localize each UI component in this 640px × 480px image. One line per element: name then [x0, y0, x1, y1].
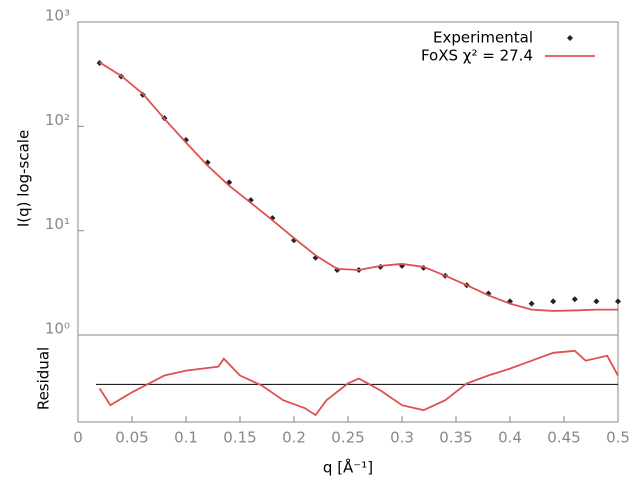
y-axis-label: Residual — [35, 347, 53, 410]
legend-label: Experimental — [433, 29, 533, 47]
x-tick-label: 0.4 — [498, 429, 522, 447]
y-axis-label: I(q) log-scale — [15, 130, 33, 227]
data-line — [99, 61, 618, 312]
data-line — [98, 349, 619, 417]
y-tick-label: 10¹ — [45, 215, 70, 233]
x-tick-label: 0.45 — [547, 429, 580, 447]
data-point — [528, 300, 535, 307]
x-tick-label: 0.5 — [606, 429, 630, 447]
y-tick-label: 10⁰ — [45, 320, 70, 338]
legend-label: FoXS χ² = 27.4 — [421, 47, 533, 65]
data-point — [571, 296, 578, 303]
x-tick-label: 0.25 — [331, 429, 364, 447]
x-tick-label: 0.3 — [390, 429, 414, 447]
x-tick-label: 0.15 — [223, 429, 256, 447]
x-tick-label: 0.35 — [439, 429, 472, 447]
legend-marker — [567, 35, 573, 41]
y-tick-label: 10³ — [45, 7, 70, 25]
x-tick-label: 0.05 — [115, 429, 148, 447]
y-tick-label: 10² — [45, 111, 70, 129]
x-tick-label: 0.1 — [174, 429, 198, 447]
data-point — [615, 298, 621, 305]
x-tick-label: 0 — [73, 429, 83, 447]
data-point — [593, 298, 600, 305]
x-tick-label: 0.2 — [282, 429, 306, 447]
x-axis-label: q [Å⁻¹] — [323, 458, 373, 477]
data-point — [550, 298, 557, 305]
